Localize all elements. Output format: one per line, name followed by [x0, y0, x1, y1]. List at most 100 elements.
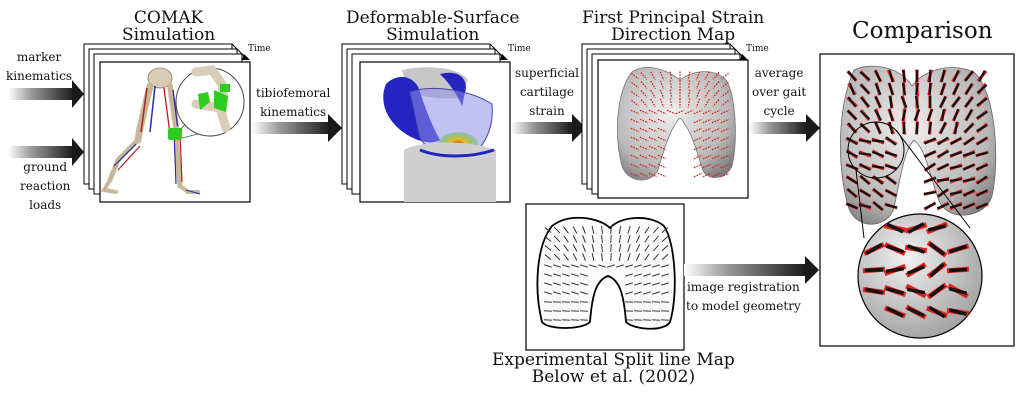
split-line [635, 226, 641, 234]
split-line [580, 282, 588, 286]
split-line-black [859, 163, 871, 171]
split-line-black [923, 191, 937, 195]
split-line-black [941, 108, 945, 122]
strain-tick [640, 99, 648, 107]
leg-model-figure [100, 67, 207, 195]
split-line [601, 234, 603, 244]
split-line-black [900, 96, 908, 108]
split-line-black [949, 190, 963, 196]
split-line [652, 273, 660, 277]
split-line-black [915, 69, 919, 83]
split-line [589, 264, 597, 268]
strain-tick [648, 127, 658, 133]
split-line [544, 245, 552, 251]
strain-tick [711, 163, 721, 169]
strain-tick [687, 80, 691, 90]
strain-tick [631, 90, 639, 98]
split-line-black [952, 109, 960, 121]
split-line-black [847, 70, 857, 82]
strain-tick [711, 172, 721, 178]
strain-tick [648, 109, 658, 115]
split-line-black [874, 70, 882, 82]
split-line-black [978, 70, 986, 82]
zoom-tick-black [864, 287, 884, 295]
split-line [652, 291, 660, 295]
zoom-tick-black [906, 287, 926, 295]
strain-tick [720, 163, 730, 169]
strain-tick [702, 118, 712, 124]
split-line [571, 282, 579, 286]
split-line-black [846, 188, 858, 198]
dss-title: Deformable-Surface Simulation [346, 10, 519, 44]
strain-tick [721, 81, 729, 89]
strain-tick [702, 109, 712, 115]
split-line [618, 244, 622, 252]
split-line-black [871, 139, 885, 143]
split-line [572, 226, 578, 234]
dss-title-line2: Simulation [386, 25, 480, 45]
marker-label-line1: marker [16, 50, 62, 64]
split-line-black [845, 163, 859, 171]
split-line-black [902, 121, 906, 135]
strain-tick [702, 163, 712, 169]
strain-tick [704, 80, 710, 90]
comak-title-line1: COMAK [133, 8, 204, 28]
knee-zoom-inset [175, 65, 245, 137]
zoom-tick-black [948, 308, 968, 316]
strain-tick [648, 172, 658, 178]
strain-tick [720, 118, 730, 124]
split-line [580, 264, 588, 268]
strain-tick [657, 163, 667, 169]
zoom-tick-black [886, 306, 904, 318]
split-line-black [874, 109, 882, 121]
split-line-black [965, 109, 973, 121]
split-line-black [976, 189, 988, 197]
split-line [562, 264, 570, 268]
strain-tick [693, 163, 703, 169]
strain-tick [720, 154, 730, 160]
strain-tick [695, 89, 701, 99]
split-line [601, 225, 603, 235]
split-line-black [872, 201, 884, 211]
split-line [618, 253, 622, 261]
split-line-black [924, 202, 936, 210]
strain-tick [648, 163, 658, 169]
split-line-black [949, 203, 963, 209]
split-line [653, 244, 659, 252]
zoom-tick-black [906, 265, 926, 275]
split-line [553, 273, 561, 277]
strain-tick [702, 154, 712, 160]
split-line-black [952, 70, 960, 82]
strain-tick [630, 154, 640, 160]
split-line-black [914, 95, 920, 109]
split-line [553, 264, 561, 268]
strain-tick [720, 109, 730, 115]
strain-tick [639, 154, 649, 160]
split-line-black [951, 96, 961, 108]
split-line-black [885, 175, 897, 185]
strain-tick [659, 89, 665, 99]
split-line-black [874, 83, 882, 95]
split-line-black [888, 82, 894, 96]
strain-tick [659, 80, 665, 90]
strain-tick [657, 145, 667, 151]
average-label-line1: average [754, 66, 804, 80]
split-line [601, 243, 603, 253]
zoom-tick-black [885, 244, 905, 254]
split-line-black [962, 151, 976, 157]
split-line [653, 226, 659, 234]
split-line [627, 253, 631, 261]
strain-tick [648, 154, 658, 160]
split-line-black [859, 175, 871, 185]
split-line-black [913, 108, 921, 122]
split-line-black [846, 202, 858, 210]
strain-tick [712, 99, 720, 107]
comak-title: COMAK Simulation [122, 10, 215, 44]
tibio-arrow [252, 114, 342, 142]
split-line [635, 244, 641, 252]
split-line-black [923, 177, 937, 183]
experimental-title-line1: Experimental Split line Map [492, 350, 735, 370]
strain-tick [639, 127, 649, 133]
strain-tick [657, 118, 667, 124]
strain-tick [657, 136, 667, 142]
